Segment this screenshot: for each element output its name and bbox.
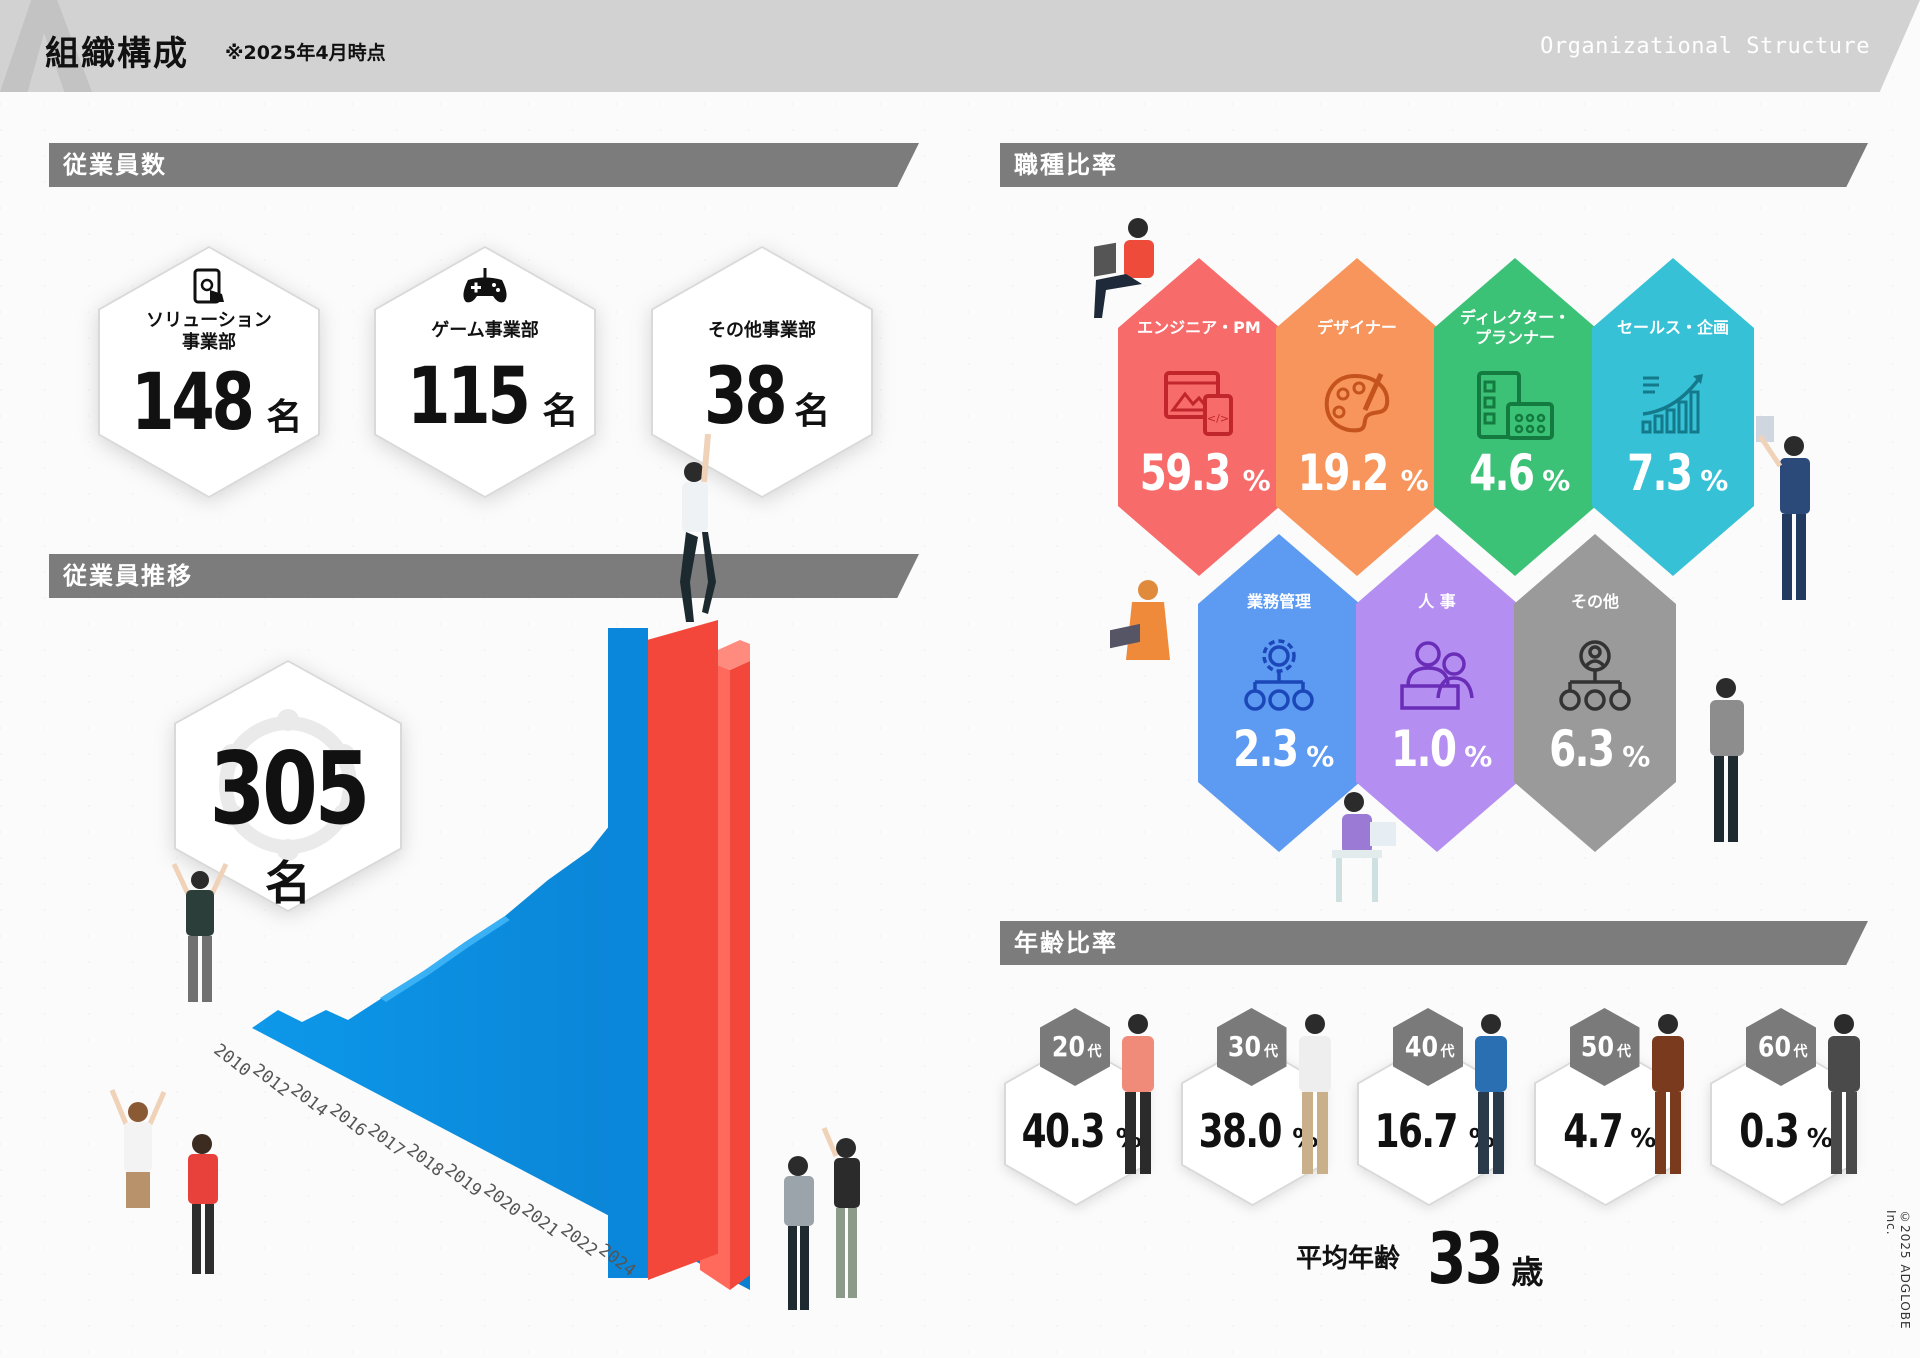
- page-title: 組織構成: [45, 34, 189, 74]
- job-hex-sales: セールス・企画 7.3%: [1592, 258, 1754, 576]
- job-label: エンジニア・PM: [1137, 318, 1261, 337]
- dept-count: 38 名: [703, 352, 831, 442]
- gamepad-icon: [463, 268, 507, 303]
- english-title: Organizational Structure: [1540, 34, 1870, 59]
- job-label: その他: [1570, 592, 1619, 611]
- job-percent: 1.0%: [1390, 720, 1493, 778]
- dept-hex: ソリューション 事業部 148 名: [98, 246, 320, 498]
- job-hex-designer: デザイナー 19.2%: [1276, 258, 1438, 576]
- job-hex-other: その他 6.3%: [1514, 534, 1676, 852]
- total-count: 305名: [209, 730, 370, 910]
- dept-count: 115 名: [406, 352, 579, 442]
- person-standing-icon: [1710, 678, 1744, 842]
- dept-name-line2: 事業部: [182, 332, 236, 353]
- person-age-50-icon: [1651, 1014, 1684, 1174]
- svg-text:</>: </>: [1207, 412, 1229, 425]
- person-presenting-icon: [1756, 416, 1810, 600]
- job-percent: 6.3%: [1548, 720, 1651, 778]
- checklist-calendar-icon: [1477, 371, 1554, 440]
- people-pair-icon: [784, 1127, 860, 1310]
- as-of-note: ※2025年4月時点: [225, 42, 386, 64]
- dept-hex: ゲーム事業部 115 名: [374, 246, 596, 498]
- average-age-label: 平均年齢: [1296, 1244, 1401, 1274]
- job-percent: 7.3%: [1626, 444, 1729, 502]
- person-cheering-icon: [680, 433, 716, 622]
- job-label: デザイナー: [1317, 318, 1397, 337]
- section-employees: 従業員数: [49, 143, 919, 187]
- job-percent: 19.2%: [1297, 444, 1429, 502]
- dept-name-line1: ソリューション: [146, 310, 272, 331]
- job-label: セールス・企画: [1616, 318, 1729, 337]
- job-percent: 59.3%: [1139, 444, 1271, 502]
- job-label: 人 事: [1418, 592, 1456, 611]
- palette-icon: [1324, 372, 1390, 433]
- network-people-icon: [219, 709, 357, 861]
- job-label-line2: プランナー: [1474, 328, 1555, 347]
- section-trend: 従業員推移: [49, 554, 919, 598]
- total-hex: 305名: [174, 660, 402, 912]
- header-bar: [0, 0, 1920, 92]
- dept-hex: その他事業部 38 名: [651, 246, 873, 498]
- person-seated-laptop-icon: [1332, 792, 1396, 902]
- job-hex-hr: 人 事 1.0%: [1356, 534, 1518, 852]
- org-network-icon: [1559, 640, 1631, 711]
- average-age-value: 33 歳: [1427, 1218, 1544, 1300]
- hr-people-icon: [1400, 641, 1474, 710]
- age-percent: 0.3%: [1739, 1104, 1833, 1158]
- person-age-60-icon: [1828, 1014, 1860, 1174]
- person-age-20-icon: [1122, 1014, 1154, 1174]
- section-age: 年齢比率: [1000, 921, 1868, 965]
- person-hands-up-icon: [171, 862, 229, 1002]
- job-hex-director: ディレクター・ プランナー 4.6%: [1434, 258, 1596, 576]
- dept-name: ゲーム事業部: [431, 320, 539, 341]
- bar-2024-highlight: [648, 620, 718, 1280]
- dept-name: その他事業部: [708, 320, 816, 341]
- people-group-icon: [109, 1089, 218, 1274]
- copyright: ©2025 ADGLOBE Inc.: [1884, 1210, 1912, 1330]
- age-percent: 38.0%: [1198, 1104, 1318, 1158]
- job-hex-engineer: エンジニア・PM </> 59.3%: [1118, 258, 1280, 576]
- person-age-30-icon: [1298, 1014, 1331, 1174]
- bar-2022: [608, 628, 648, 1278]
- tablet-touch-icon: [193, 268, 224, 304]
- job-percent: 4.6%: [1468, 444, 1571, 502]
- section-jobs: 職種比率: [1000, 143, 1868, 187]
- person-laptop-icon: [1094, 218, 1154, 318]
- job-percent: 2.3%: [1232, 720, 1335, 778]
- web-dev-icon: </>: [1164, 371, 1233, 436]
- age-percent: 4.7%: [1563, 1104, 1657, 1158]
- job-hex-operations: 業務管理 2.3%: [1198, 534, 1360, 852]
- step-highlights: [380, 916, 510, 1002]
- dept-count: 148 名: [130, 358, 303, 448]
- job-label-line1: ディレクター・: [1459, 308, 1571, 327]
- highlight-bar-front: [730, 661, 750, 1290]
- person-tablet-icon: [1110, 580, 1170, 660]
- gear-team-icon: [1244, 639, 1314, 711]
- job-label: 業務管理: [1246, 592, 1311, 611]
- growth-chart-icon: [1641, 374, 1703, 434]
- person-age-40-icon: [1475, 1014, 1507, 1174]
